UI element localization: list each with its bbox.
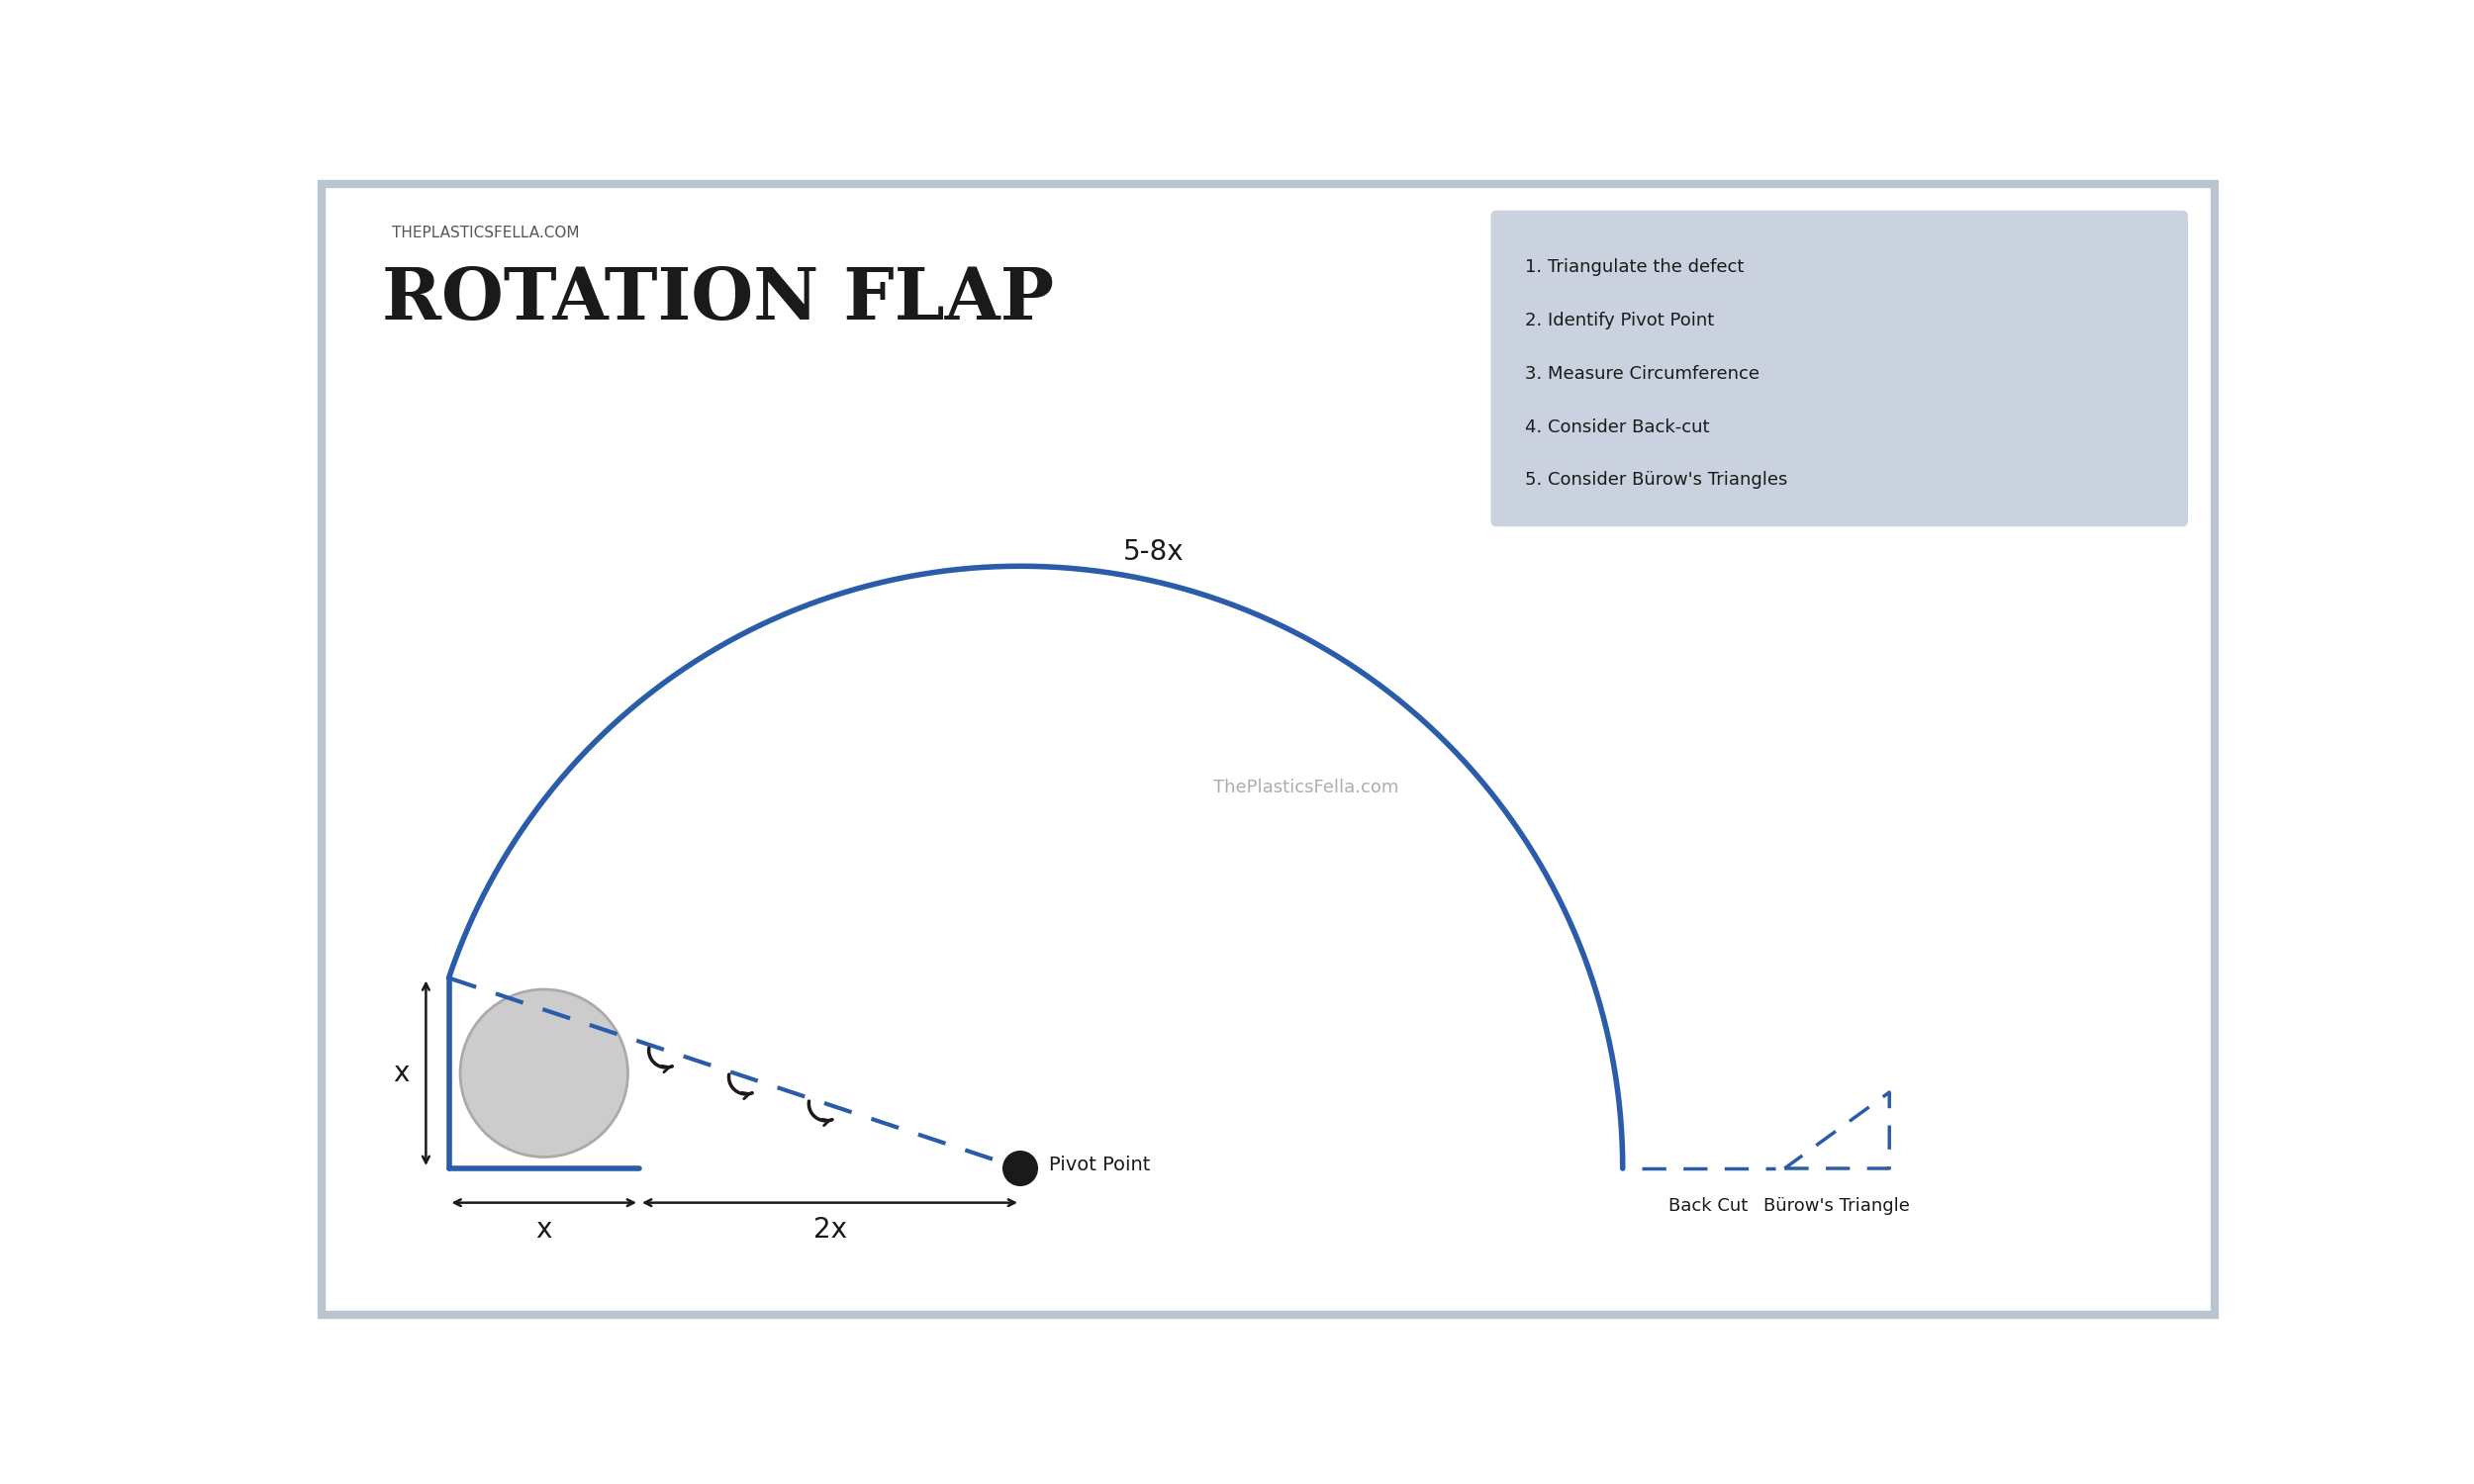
Text: 5. Consider Bürow's Triangles: 5. Consider Bürow's Triangles (1524, 472, 1789, 490)
Text: x: x (393, 1060, 408, 1086)
Text: 3. Measure Circumference: 3. Measure Circumference (1524, 365, 1759, 383)
Text: Bürow's Triangle: Bürow's Triangle (1764, 1198, 1910, 1215)
Text: 2. Identify Pivot Point: 2. Identify Pivot Point (1524, 312, 1714, 329)
Text: 1. Triangulate the defect: 1. Triangulate the defect (1524, 258, 1744, 276)
Circle shape (1002, 1152, 1037, 1186)
Text: ThePlasticsFella.com: ThePlasticsFella.com (1212, 779, 1398, 797)
Text: 5-8x: 5-8x (1123, 539, 1185, 565)
Text: Pivot Point: Pivot Point (1049, 1155, 1150, 1174)
Text: 4. Consider Back-cut: 4. Consider Back-cut (1524, 418, 1710, 436)
Text: ROTATION FLAP: ROTATION FLAP (381, 264, 1054, 334)
Text: 2x: 2x (814, 1215, 846, 1244)
FancyBboxPatch shape (1492, 211, 2187, 527)
Text: x: x (537, 1215, 552, 1244)
Text: Back Cut: Back Cut (1667, 1198, 1749, 1215)
Text: THEPLASTICSFELLA.COM: THEPLASTICSFELLA.COM (391, 226, 579, 240)
Circle shape (460, 990, 628, 1158)
